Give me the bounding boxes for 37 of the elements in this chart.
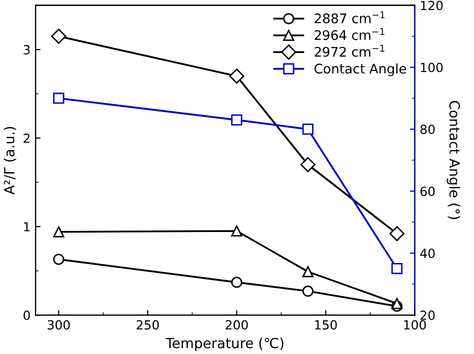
y-tick-label: 0 — [24, 310, 30, 320]
point — [53, 92, 64, 104]
point — [302, 266, 314, 278]
point — [391, 298, 403, 310]
y2-tick-label: 80 — [420, 124, 435, 134]
point — [302, 124, 314, 135]
point — [231, 114, 242, 126]
point — [53, 254, 64, 265]
y2-tick-label: 100 — [420, 62, 443, 72]
point — [302, 286, 314, 297]
point — [51, 28, 66, 44]
x-tick-label: 250 — [136, 320, 159, 330]
point — [391, 263, 403, 274]
y2-tick-label: 120 — [420, 0, 443, 10]
y-tick-label: 1 — [24, 222, 30, 232]
x-tick-label: 200 — [226, 320, 248, 330]
point — [231, 225, 242, 237]
y-tick-label: 3 — [24, 45, 30, 54]
point — [300, 157, 316, 172]
point — [389, 226, 405, 242]
x-tick-label: 150 — [315, 320, 337, 330]
legend-label: 2887 cm$^{−1}$ — [314, 11, 385, 24]
y2-tick-label: 60 — [420, 186, 435, 196]
y2-tick-label: 20 — [420, 310, 435, 320]
legend-label: Contact Angle — [314, 63, 406, 76]
legend-label: 2972 cm$^{−1}$ — [314, 44, 384, 57]
x-tick-label: 300 — [48, 320, 70, 330]
y-axis-title: A²/Γ (a.u.) — [4, 126, 16, 195]
point — [53, 226, 64, 238]
point — [231, 276, 242, 288]
x-axis-title: Temperature (℃) — [166, 338, 284, 352]
point — [229, 68, 244, 84]
y2-tick-label: 40 — [420, 248, 435, 258]
y-tick-label: 2 — [24, 134, 30, 143]
legend-label: 2964 cm$^{−1}$ — [314, 28, 384, 40]
x-tick-label: 100 — [404, 320, 426, 330]
y2-axis-title: Contact Angle (°) — [446, 100, 460, 220]
